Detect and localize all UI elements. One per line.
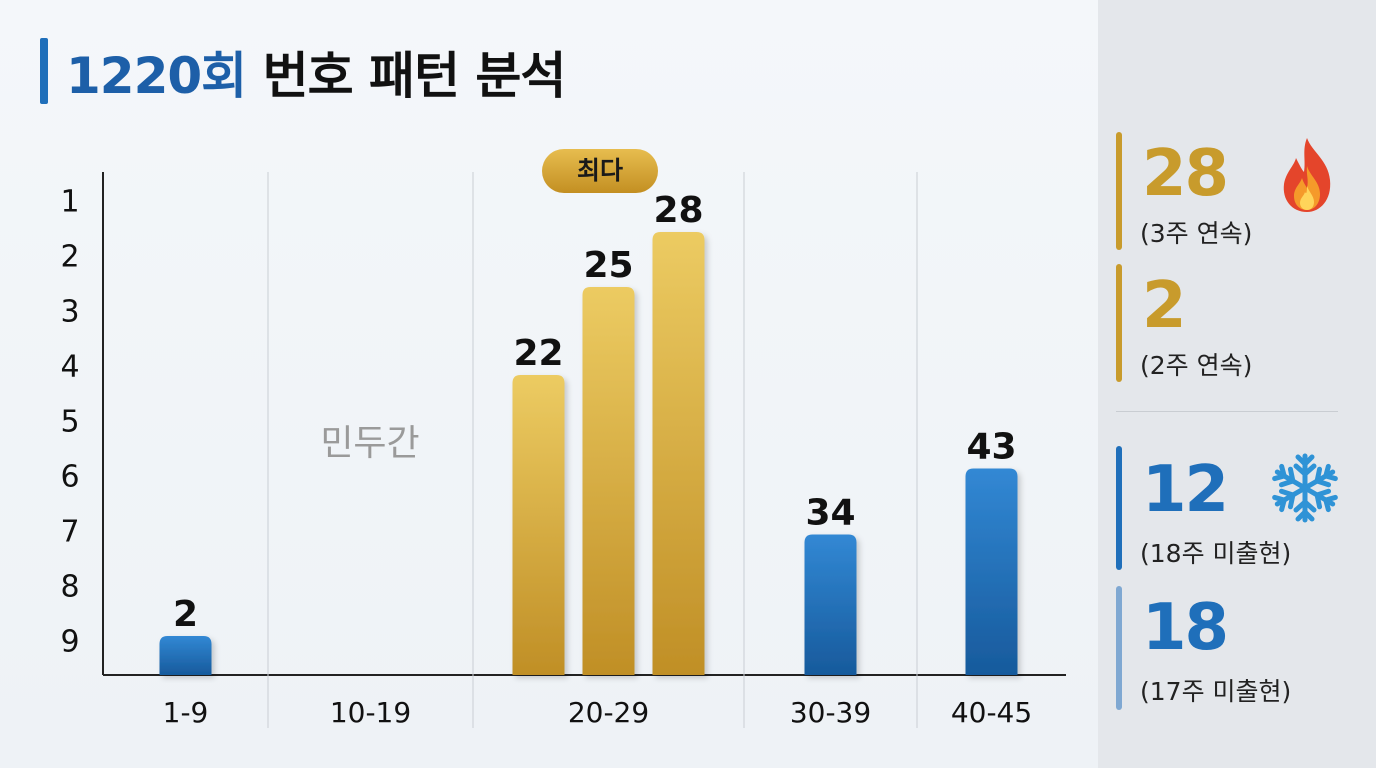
y-tick-label: 1 xyxy=(60,185,79,220)
x-tick-label: 1-9 xyxy=(163,696,209,729)
cold-card-1-line xyxy=(1116,446,1122,570)
y-tick-label: 6 xyxy=(60,460,79,495)
x-tick-label: 30-39 xyxy=(790,696,871,729)
y-tick-label: 9 xyxy=(60,625,79,660)
max-badge-label: 최다 xyxy=(577,156,623,185)
bar xyxy=(804,534,857,675)
hot-card-2-line xyxy=(1116,264,1122,382)
bar-value-label: 28 xyxy=(653,190,703,231)
x-tick-label: 20-29 xyxy=(568,696,649,729)
cold-card-1: 12 (18주 미출현) xyxy=(1116,446,1346,570)
y-tick-label: 2 xyxy=(60,240,79,275)
bar-value-label: 22 xyxy=(513,333,563,374)
cold-card-1-value: 12 xyxy=(1142,453,1229,527)
cold-card-2-line xyxy=(1116,586,1122,710)
max-badge xyxy=(542,149,658,193)
bar xyxy=(965,468,1018,675)
cold-card-1-sub: (18주 미출현) xyxy=(1140,539,1292,568)
hot-card-1-sub: (3주 연속) xyxy=(1140,219,1253,248)
hot-card-1: 28 (3주 연속) xyxy=(1116,132,1346,250)
y-tick-label: 5 xyxy=(60,405,79,440)
bar xyxy=(652,232,705,675)
side-panel xyxy=(1098,0,1376,768)
fire-icon xyxy=(1283,138,1331,212)
hot-card-1-value: 28 xyxy=(1142,137,1229,211)
bar xyxy=(512,375,565,675)
bar-value-label: 34 xyxy=(805,493,855,534)
title-accent-bar xyxy=(40,38,48,104)
empty-group-label: 민두간 xyxy=(320,423,419,464)
y-tick-label: 7 xyxy=(60,515,79,550)
snowflake-icon xyxy=(1270,453,1340,526)
bar-value-label: 43 xyxy=(966,427,1016,468)
bar xyxy=(582,287,635,675)
cold-card-2-sub: (17주 미출현) xyxy=(1140,677,1292,706)
cold-card-2: 18 (17주 미출현) xyxy=(1116,586,1346,710)
bar xyxy=(159,636,212,675)
side-divider xyxy=(1116,411,1338,412)
x-tick-label: 40-45 xyxy=(951,696,1032,729)
hot-card-2: 2 (2주 연속) xyxy=(1116,264,1346,382)
y-tick-label: 8 xyxy=(60,570,79,605)
hot-card-1-line xyxy=(1116,132,1122,250)
hot-card-2-sub: (2주 연속) xyxy=(1140,351,1253,380)
hot-card-2-value: 2 xyxy=(1142,269,1187,343)
x-tick-label: 10-19 xyxy=(330,696,411,729)
cold-card-2-value: 18 xyxy=(1142,591,1229,665)
y-tick-label: 4 xyxy=(60,350,79,385)
y-tick-label: 3 xyxy=(60,295,79,330)
bar-value-label: 25 xyxy=(583,245,633,286)
bar-value-label: 2 xyxy=(173,594,198,635)
title-text: 번호 패턴 분석 xyxy=(246,47,567,105)
title-round: 1220회 xyxy=(66,47,247,105)
page-title: 1220회 번호 패턴 분석 xyxy=(66,36,567,108)
